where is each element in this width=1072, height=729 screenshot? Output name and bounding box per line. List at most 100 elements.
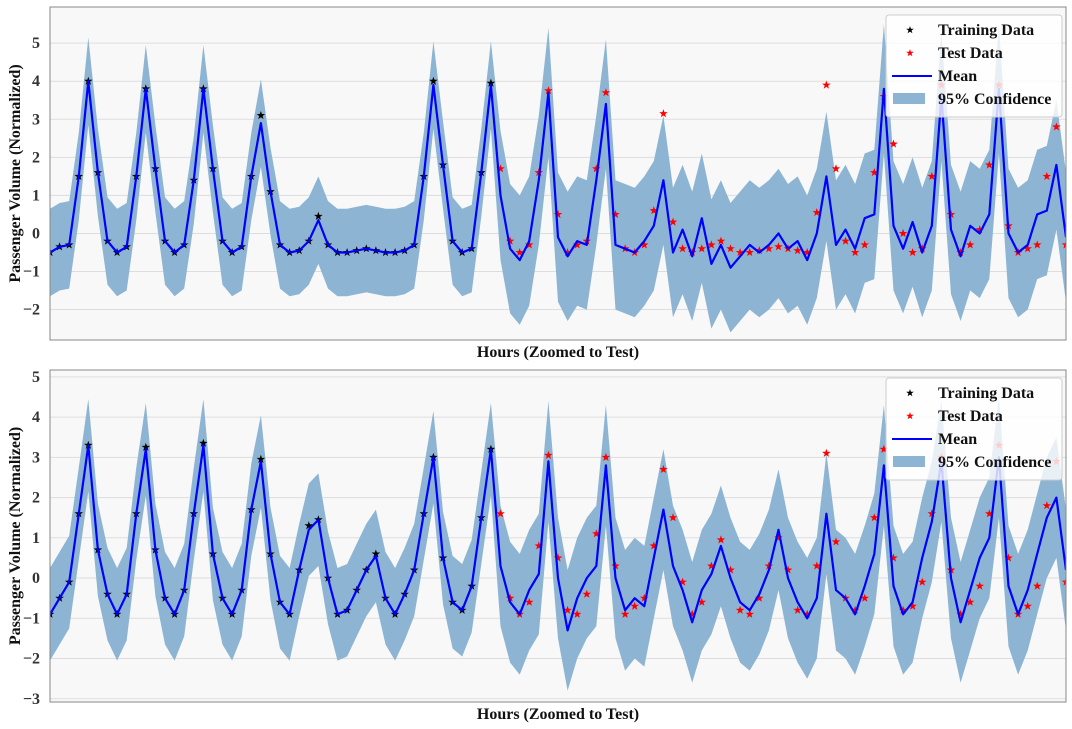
legend-confidence-marker	[893, 456, 925, 467]
test-point	[572, 609, 582, 618]
test-point	[985, 160, 994, 169]
y-axis-label: Passenger Volume (Normalized)	[7, 427, 24, 645]
y-tick-label: 2	[32, 149, 40, 166]
plot-area	[50, 397, 1066, 691]
chart-1: −2 −1 0 1 2 3 4 5 Hours (Zoomed to Test) Passenge…	[7, 6, 1067, 361]
test-point	[917, 577, 927, 586]
legend-label: Training Data	[938, 22, 1034, 39]
test-point	[1042, 171, 1052, 180]
test-point	[917, 244, 927, 253]
test-point	[793, 605, 802, 614]
test-point	[592, 164, 601, 173]
training-point	[199, 438, 208, 447]
y-tick-label: 3	[32, 449, 40, 466]
test-point	[640, 240, 649, 249]
test-point	[1061, 577, 1066, 586]
test-point	[774, 242, 783, 251]
test-point	[870, 513, 879, 522]
y-tick-label: 1	[32, 187, 40, 204]
test-point	[697, 597, 707, 606]
test-point	[716, 535, 726, 544]
test-point	[534, 541, 544, 550]
legend-confidence-marker	[893, 93, 925, 104]
mean-line	[50, 80, 1066, 269]
test-point	[592, 529, 601, 538]
legend-label: Mean	[938, 68, 977, 85]
test-point	[812, 561, 822, 570]
legend-label: Test Data	[938, 45, 1003, 62]
test-point	[659, 109, 668, 118]
test-point	[1023, 601, 1032, 610]
test-point	[965, 597, 975, 606]
plot-frame	[49, 6, 1067, 341]
test-point	[707, 240, 716, 249]
test-point	[525, 597, 534, 606]
test-point	[572, 240, 582, 249]
test-point	[755, 593, 764, 602]
legend-training-marker	[906, 26, 914, 34]
training-point	[256, 454, 266, 463]
test-point	[898, 228, 908, 238]
test-point	[640, 593, 649, 602]
plot-frame	[49, 369, 1067, 703]
test-point	[812, 208, 822, 217]
test-point	[1052, 122, 1061, 131]
y-tick-label: −1	[23, 610, 40, 627]
test-point	[802, 609, 812, 618]
test-point	[1023, 244, 1032, 253]
test-point	[764, 244, 774, 253]
test-point	[908, 248, 917, 257]
training-point	[314, 211, 323, 220]
y-tick-label: 1	[32, 530, 40, 547]
test-point	[611, 209, 620, 219]
test-point	[649, 541, 659, 550]
test-point	[687, 609, 697, 618]
test-point	[515, 248, 524, 257]
test-point	[802, 248, 812, 257]
test-point	[620, 609, 630, 618]
test-point	[927, 171, 937, 180]
y-tick-label: −3	[23, 691, 40, 708]
legend: Training Data Test Data Mean 95% Confidence	[885, 14, 1063, 118]
test-point	[601, 88, 611, 97]
confidence-band	[50, 397, 1066, 691]
test-point	[822, 80, 831, 89]
test-point	[908, 601, 917, 610]
test-point	[975, 581, 984, 590]
test-point	[822, 448, 831, 457]
test-point	[496, 509, 505, 518]
test-point	[697, 244, 707, 253]
y-tick-label: −2	[23, 651, 40, 668]
test-point	[678, 577, 687, 586]
test-point	[946, 209, 956, 219]
y-tick-label: 0	[32, 225, 40, 242]
test-point	[755, 246, 764, 255]
test-point	[1033, 581, 1042, 590]
legend-label: 95% Confidence	[938, 91, 1051, 108]
training-point	[304, 521, 314, 530]
test-point	[975, 225, 984, 234]
test-point	[553, 553, 563, 562]
test-point	[1042, 501, 1052, 510]
test-point	[716, 236, 726, 245]
test-point	[831, 537, 841, 546]
legend-box	[885, 377, 1063, 481]
test-point	[1004, 553, 1013, 562]
test-point	[745, 609, 754, 618]
training-point	[371, 549, 381, 558]
test-point	[870, 168, 879, 177]
test-point	[774, 533, 783, 542]
test-point	[649, 206, 659, 215]
y-tick-label: −1	[23, 263, 40, 280]
test-point	[563, 248, 572, 257]
test-point	[965, 240, 975, 249]
x-axis-label: Hours (Zoomed to Test)	[477, 344, 639, 361]
y-axis-label: Passenger Volume (Normalized)	[7, 64, 24, 282]
y-tick-label: 3	[32, 111, 40, 128]
legend-box	[885, 14, 1063, 118]
test-point	[668, 513, 678, 522]
test-point	[889, 553, 898, 562]
training-point	[256, 111, 266, 120]
test-point	[860, 593, 869, 602]
